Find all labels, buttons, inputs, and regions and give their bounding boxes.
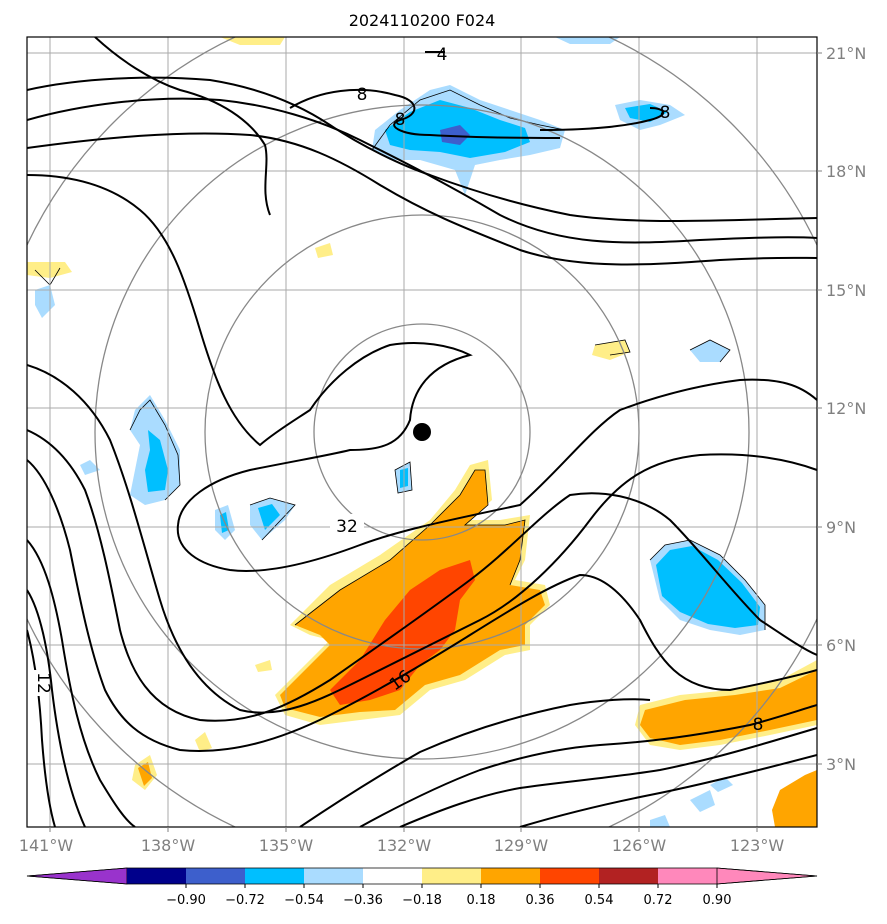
contour-label: 8 <box>395 110 406 130</box>
colorbar-segment <box>127 868 187 884</box>
colorbar-segment <box>363 868 423 884</box>
lon-label: 123°W <box>730 836 785 855</box>
colorbar-tick-label: −0.36 <box>343 893 383 908</box>
contour-label: 8 <box>753 715 764 735</box>
colorbar-segment <box>540 868 600 884</box>
lon-label: 132°W <box>377 836 432 855</box>
colorbar-segment <box>186 868 246 884</box>
colorbar-tick-label: −0.54 <box>284 893 324 908</box>
storm-center-marker <box>413 423 431 441</box>
map-plot-area: 4 8 8 8 32 16 12 8 <box>27 37 817 827</box>
lat-label: 9°N <box>826 518 856 537</box>
colorbar-segment <box>481 868 541 884</box>
colorbar-frame <box>26 867 818 885</box>
lon-label: 135°W <box>259 836 314 855</box>
colorbar-segment <box>422 868 482 884</box>
lat-label: 6°N <box>826 636 856 655</box>
colorbar: −0.90 −0.72 −0.54 −0.36 −0.18 0.18 0.36 0.54 0.7… <box>26 867 818 908</box>
contour-labels: 4 8 8 8 32 16 12 8 <box>28 45 763 735</box>
colorbar-segment <box>304 868 364 884</box>
colorbar-segment <box>599 868 659 884</box>
colorbar-segment <box>245 868 305 884</box>
colorbar-right-extension <box>716 867 818 885</box>
positive-shading <box>27 37 817 827</box>
colorbar-tick-label: −0.18 <box>402 893 442 908</box>
lon-label: 141°W <box>19 836 74 855</box>
lat-label: 3°N <box>826 755 856 774</box>
shading-outlines <box>34 89 766 630</box>
colorbar-tick-label: 0.36 <box>526 893 555 908</box>
latitude-labels: 21°N 18°N 15°N 12°N 9°N 6°N 3°N <box>817 44 866 774</box>
colorbar-tick-label: 0.54 <box>585 893 614 908</box>
lat-label: 18°N <box>826 162 866 181</box>
lat-label: 21°N <box>826 44 866 63</box>
colorbar-tick-label: −0.90 <box>166 893 206 908</box>
longitude-labels: 141°W 138°W 135°W 132°W 129°W 126°W 123°… <box>19 827 785 855</box>
chart-title: 2024110200 F024 <box>349 11 496 30</box>
lon-label: 129°W <box>494 836 549 855</box>
colorbar-tick-label: −0.72 <box>225 893 265 908</box>
lon-label: 138°W <box>141 836 196 855</box>
contour-label: 8 <box>660 103 671 123</box>
lat-label: 15°N <box>826 281 866 300</box>
colorbar-left-extension <box>26 867 128 885</box>
plot-frame <box>26 36 818 828</box>
height-contours <box>27 37 817 827</box>
contour-label: 8 <box>357 85 368 105</box>
colorbar-tick-label: 0.72 <box>644 893 673 908</box>
colorbar-segment <box>658 868 718 884</box>
colorbar-tick-label: 0.18 <box>467 893 496 908</box>
contour-label: 32 <box>336 517 358 537</box>
lat-label: 12°N <box>826 399 866 418</box>
lon-label: 126°W <box>612 836 667 855</box>
colorbar-tick-label: 0.90 <box>703 893 732 908</box>
contour-label: 12 <box>33 672 53 694</box>
contour-label: 4 <box>437 45 448 65</box>
